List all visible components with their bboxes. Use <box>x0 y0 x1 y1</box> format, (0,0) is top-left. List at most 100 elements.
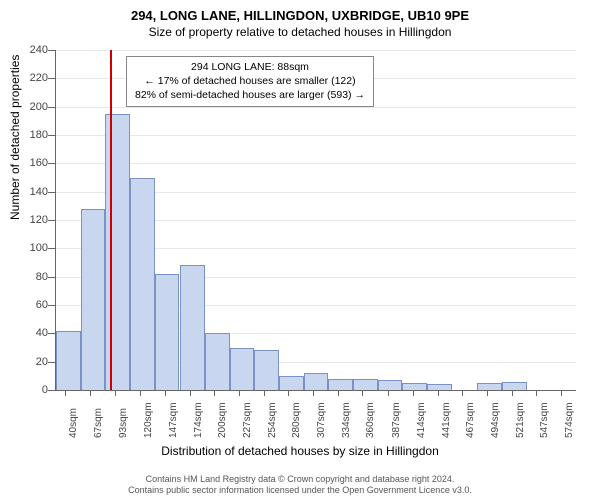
histogram-bar <box>402 383 427 390</box>
y-tick-label: 60 <box>18 299 48 311</box>
y-tick-label: 220 <box>18 72 48 84</box>
y-tick-mark <box>48 333 56 334</box>
plot-area: 020406080100120140160180200220240294 LON… <box>55 50 576 391</box>
histogram-bar <box>477 383 502 390</box>
x-tick-label: 334sqm <box>341 402 352 438</box>
x-tick-label: 93sqm <box>118 408 129 438</box>
footer-line-1: Contains HM Land Registry data © Crown c… <box>0 474 600 485</box>
y-tick-mark <box>48 220 56 221</box>
x-tick-mark <box>561 390 562 396</box>
x-tick-mark <box>165 390 166 396</box>
annotation-line: 82% of semi-detached houses are larger (… <box>135 88 365 102</box>
histogram-bar <box>56 331 81 391</box>
y-tick-mark <box>48 390 56 391</box>
y-tick-label: 180 <box>18 129 48 141</box>
y-tick-mark <box>48 277 56 278</box>
x-tick-label: 574sqm <box>564 402 575 438</box>
grid-line <box>56 107 576 108</box>
y-tick-mark <box>48 135 56 136</box>
annotation-line: ← 17% of detached houses are smaller (12… <box>135 74 365 88</box>
histogram-bar <box>180 265 205 390</box>
x-tick-label: 174sqm <box>193 402 204 438</box>
y-tick-mark <box>48 248 56 249</box>
x-tick-label: 360sqm <box>365 402 376 438</box>
x-tick-label: 307sqm <box>316 402 327 438</box>
x-tick-mark <box>214 390 215 396</box>
x-tick-mark <box>90 390 91 396</box>
x-tick-mark <box>438 390 439 396</box>
x-tick-label: 227sqm <box>242 402 253 438</box>
y-tick-mark <box>48 50 56 51</box>
y-tick-mark <box>48 107 56 108</box>
x-tick-label: 280sqm <box>291 402 302 438</box>
y-tick-mark <box>48 163 56 164</box>
y-tick-label: 100 <box>18 242 48 254</box>
y-tick-label: 0 <box>18 384 48 396</box>
annotation-box: 294 LONG LANE: 88sqm← 17% of detached ho… <box>126 56 374 107</box>
histogram-bar <box>378 380 402 390</box>
x-tick-label: 441sqm <box>441 402 452 438</box>
x-tick-label: 120sqm <box>143 402 154 438</box>
histogram-bar <box>279 376 304 390</box>
x-tick-label: 414sqm <box>416 402 427 438</box>
chart-title-sub: Size of property relative to detached ho… <box>0 23 600 39</box>
x-tick-mark <box>264 390 265 396</box>
y-tick-label: 20 <box>18 356 48 368</box>
x-tick-label: 67sqm <box>93 408 104 438</box>
grid-line <box>56 135 576 136</box>
histogram-bar <box>81 209 105 390</box>
y-tick-label: 120 <box>18 214 48 226</box>
histogram-bar <box>502 382 527 391</box>
histogram-bar <box>254 350 279 390</box>
chart-container: 294, LONG LANE, HILLINGDON, UXBRIDGE, UB… <box>0 0 600 500</box>
footer-line-2: Contains public sector information licen… <box>0 485 600 496</box>
x-tick-mark <box>388 390 389 396</box>
histogram-bar <box>230 348 254 391</box>
x-tick-label: 494sqm <box>490 402 501 438</box>
x-tick-mark <box>65 390 66 396</box>
histogram-bar <box>328 379 353 390</box>
x-tick-mark <box>462 390 463 396</box>
x-tick-label: 467sqm <box>465 402 476 438</box>
y-tick-mark <box>48 78 56 79</box>
x-tick-label: 147sqm <box>168 402 179 438</box>
x-tick-mark <box>536 390 537 396</box>
histogram-bar <box>427 384 452 390</box>
histogram-bar <box>155 274 179 390</box>
x-tick-mark <box>313 390 314 396</box>
histogram-bar <box>130 178 155 391</box>
x-tick-label: 40sqm <box>68 408 79 438</box>
x-tick-mark <box>288 390 289 396</box>
y-tick-label: 40 <box>18 327 48 339</box>
y-tick-mark <box>48 305 56 306</box>
x-tick-label: 387sqm <box>391 402 402 438</box>
x-tick-mark <box>413 390 414 396</box>
y-tick-label: 200 <box>18 101 48 113</box>
histogram-bar <box>304 373 328 390</box>
grid-line <box>56 50 576 51</box>
x-axis-title: Distribution of detached houses by size … <box>0 444 600 458</box>
x-tick-mark <box>362 390 363 396</box>
x-tick-mark <box>487 390 488 396</box>
histogram-bar <box>353 379 378 390</box>
y-tick-label: 80 <box>18 271 48 283</box>
x-tick-label: 547sqm <box>539 402 550 438</box>
chart-title-main: 294, LONG LANE, HILLINGDON, UXBRIDGE, UB… <box>0 0 600 23</box>
annotation-line: 294 LONG LANE: 88sqm <box>135 60 365 74</box>
chart-footer: Contains HM Land Registry data © Crown c… <box>0 474 600 497</box>
x-tick-mark <box>512 390 513 396</box>
grid-line <box>56 163 576 164</box>
x-tick-mark <box>115 390 116 396</box>
y-tick-label: 160 <box>18 157 48 169</box>
x-tick-label: 200sqm <box>217 402 228 438</box>
y-tick-label: 240 <box>18 44 48 56</box>
x-tick-label: 521sqm <box>515 402 526 438</box>
y-tick-label: 140 <box>18 186 48 198</box>
y-tick-mark <box>48 362 56 363</box>
x-tick-mark <box>338 390 339 396</box>
x-tick-mark <box>190 390 191 396</box>
x-tick-mark <box>239 390 240 396</box>
y-tick-mark <box>48 192 56 193</box>
x-tick-mark <box>140 390 141 396</box>
histogram-bar <box>205 333 230 390</box>
